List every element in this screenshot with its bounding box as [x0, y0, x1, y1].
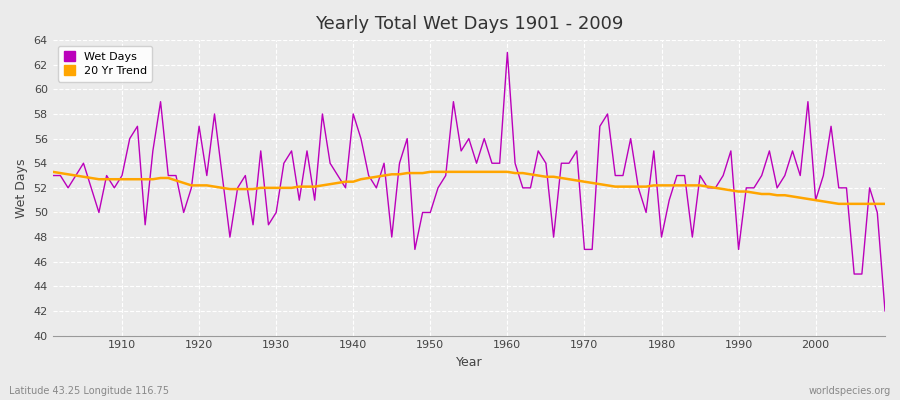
Legend: Wet Days, 20 Yr Trend: Wet Days, 20 Yr Trend — [58, 46, 152, 82]
Y-axis label: Wet Days: Wet Days — [15, 158, 28, 218]
Text: Latitude 43.25 Longitude 116.75: Latitude 43.25 Longitude 116.75 — [9, 386, 169, 396]
Text: worldspecies.org: worldspecies.org — [809, 386, 891, 396]
Title: Yearly Total Wet Days 1901 - 2009: Yearly Total Wet Days 1901 - 2009 — [315, 15, 623, 33]
X-axis label: Year: Year — [455, 356, 482, 369]
